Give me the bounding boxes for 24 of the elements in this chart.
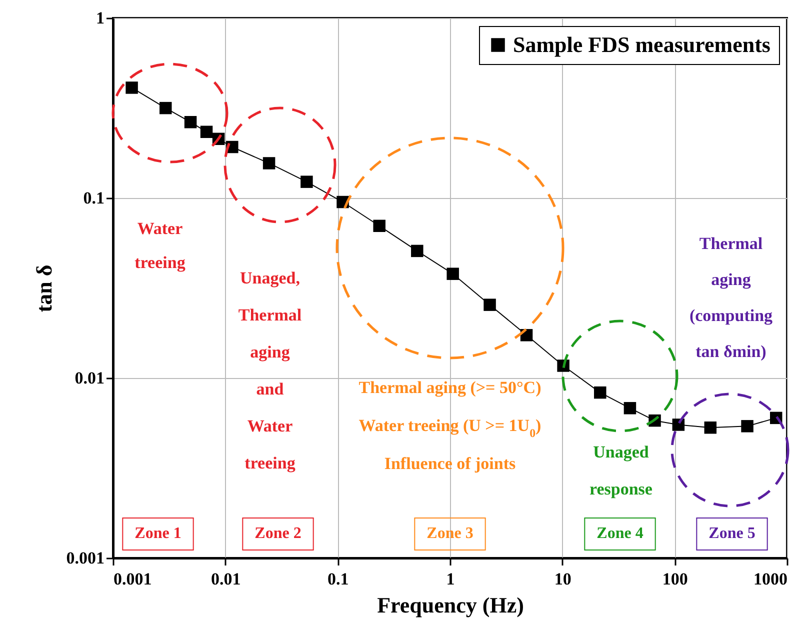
- annotation: Water treeing: [134, 218, 186, 272]
- x-tick-label: 1000: [754, 570, 788, 588]
- legend-label: Sample FDS measurements: [513, 32, 771, 57]
- annotation: Thermal aging (computing tan δmin): [689, 234, 774, 361]
- y-tick-label: 0.01: [74, 368, 104, 388]
- annotation: Zone 2: [254, 524, 302, 542]
- annotation: Zone 5: [708, 524, 756, 542]
- x-tick-label: 1: [446, 570, 455, 588]
- y-axis-title: tan δ: [31, 264, 56, 312]
- annotation: Zone 3: [426, 524, 474, 542]
- x-tick-label: 0.001: [114, 570, 152, 588]
- x-tick-label: 0.1: [328, 570, 349, 588]
- y-tick-label: 0.1: [83, 188, 104, 208]
- x-axis-title: Frequency (Hz): [377, 592, 524, 618]
- x-tick-label: 0.01: [210, 570, 241, 588]
- x-tick-label: 100: [662, 570, 688, 588]
- annotation: Zone 4: [596, 524, 644, 542]
- y-tick-label: 0.001: [66, 548, 104, 568]
- y-tick-label: 1: [96, 8, 104, 28]
- x-tick-label: 10: [554, 570, 572, 588]
- annotation: Unaged response: [590, 442, 653, 498]
- annotation: Zone 1: [134, 524, 182, 542]
- text: Thermal aging (>= 50°C) Water treeing (U >= 1U$_{0}$) Influence of joints: [358, 378, 542, 473]
- annotation: Unaged, Thermal aging and Water treeing: [238, 268, 302, 472]
